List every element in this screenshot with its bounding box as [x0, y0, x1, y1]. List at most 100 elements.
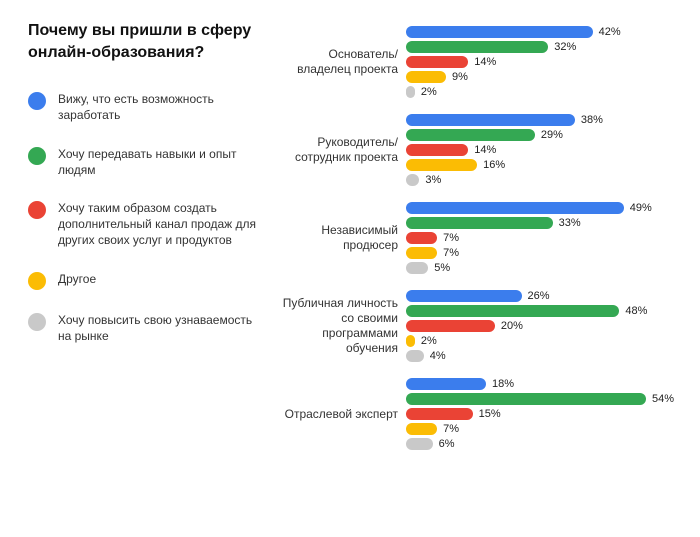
bars-container: 42% 32% 14% 9% 2%: [406, 24, 674, 100]
bar: [406, 86, 415, 98]
bar-value: 14%: [474, 56, 496, 68]
bar: [406, 159, 477, 171]
bar: [406, 114, 575, 126]
bar-value: 14%: [474, 144, 496, 156]
bar-row: 29%: [406, 128, 674, 142]
bar-row: 20%: [406, 319, 674, 333]
bar: [406, 247, 437, 259]
bar: [406, 56, 468, 68]
bar: [406, 393, 646, 405]
bar: [406, 144, 468, 156]
bar-row: 2%: [406, 85, 674, 99]
chart-container: Почему вы пришли в сферу онлайн-образова…: [28, 20, 672, 464]
group-label: Руководитель/ сотрудник проекта: [276, 135, 406, 165]
legend-label: Другое: [58, 271, 96, 287]
bar-row: 14%: [406, 55, 674, 69]
bar: [406, 290, 522, 302]
legend-dot-icon: [28, 92, 46, 110]
bar-row: 26%: [406, 289, 674, 303]
bar-row: 48%: [406, 304, 674, 318]
bar: [406, 232, 437, 244]
legend-dot-icon: [28, 201, 46, 219]
bar-row: 14%: [406, 143, 674, 157]
bar-row: 7%: [406, 246, 674, 260]
bar-value: 42%: [599, 26, 621, 38]
bar-row: 2%: [406, 334, 674, 348]
bar: [406, 350, 424, 362]
bar: [406, 408, 473, 420]
bar-row: 16%: [406, 158, 674, 172]
bar-row: 5%: [406, 261, 674, 275]
bar-row: 9%: [406, 70, 674, 84]
legend-column: Почему вы пришли в сферу онлайн-образова…: [28, 20, 268, 464]
legend-item: Другое: [28, 271, 268, 290]
legend-list: Вижу, что есть возможность заработать Хоч…: [28, 91, 268, 344]
bar-value: 9%: [452, 71, 468, 83]
bar-value: 29%: [541, 129, 563, 141]
bar-row: 38%: [406, 113, 674, 127]
bar-value: 15%: [479, 408, 501, 420]
legend-item: Хочу повысить свою узнаваемость на рынке: [28, 312, 268, 344]
bar-row: 32%: [406, 40, 674, 54]
bar-value: 48%: [625, 305, 647, 317]
bar-value: 6%: [439, 438, 455, 450]
bars-container: 38% 29% 14% 16% 3%: [406, 112, 674, 188]
bar-value: 2%: [421, 86, 437, 98]
bar-value: 18%: [492, 378, 514, 390]
bar-value: 16%: [483, 159, 505, 171]
bar: [406, 320, 495, 332]
bar-row: 6%: [406, 437, 674, 451]
bar: [406, 174, 419, 186]
bar: [406, 202, 624, 214]
bar: [406, 423, 437, 435]
bar: [406, 335, 415, 347]
bar-row: 33%: [406, 216, 674, 230]
group-label: Основатель/ владелец проекта: [276, 47, 406, 77]
bar-row: 4%: [406, 349, 674, 363]
bar: [406, 129, 535, 141]
legend-dot-icon: [28, 313, 46, 331]
bars-container: 18% 54% 15% 7% 6%: [406, 376, 674, 452]
bar-row: 42%: [406, 25, 674, 39]
bar-value: 7%: [443, 232, 459, 244]
bar: [406, 378, 486, 390]
group-label: Публичная личность со своими программами…: [276, 296, 406, 356]
legend-label: Хочу передавать навыки и опыт людям: [58, 146, 268, 178]
legend-label: Вижу, что есть возможность заработать: [58, 91, 268, 123]
bars-container: 26% 48% 20% 2% 4%: [406, 288, 674, 364]
bar-row: 7%: [406, 422, 674, 436]
bar-group: Основатель/ владелец проекта 42% 32% 14% 9% 2…: [276, 24, 674, 100]
bar-group: Независимый продюсер49%33%7%7%5%: [276, 200, 674, 276]
bar-value: 7%: [443, 423, 459, 435]
bar: [406, 41, 548, 53]
group-label: Отраслевой эксперт: [276, 407, 406, 422]
bar-value: 26%: [528, 290, 550, 302]
bars-column: Основатель/ владелец проекта 42% 32% 14% 9% 2…: [276, 20, 674, 464]
bar: [406, 71, 446, 83]
bar-row: 15%: [406, 407, 674, 421]
bar-group: Руководитель/ сотрудник проекта38% 29% 14%…: [276, 112, 674, 188]
chart-title: Почему вы пришли в сферу онлайн-образова…: [28, 20, 268, 63]
legend-label: Хочу повысить свою узнаваемость на рынке: [58, 312, 268, 344]
bar: [406, 262, 428, 274]
bar: [406, 305, 619, 317]
bar-value: 33%: [559, 217, 581, 229]
legend-dot-icon: [28, 147, 46, 165]
bar: [406, 26, 593, 38]
bar-value: 54%: [652, 393, 674, 405]
bar-row: 3%: [406, 173, 674, 187]
bar-value: 5%: [434, 262, 450, 274]
bar-value: 2%: [421, 335, 437, 347]
legend-item: Хочу таким образом создать дополнительны…: [28, 200, 268, 249]
legend-dot-icon: [28, 272, 46, 290]
bar: [406, 438, 433, 450]
bar-row: 7%: [406, 231, 674, 245]
bar-row: 54%: [406, 392, 674, 406]
bar-value: 32%: [554, 41, 576, 53]
bar-group: Публичная личность со своими программами…: [276, 288, 674, 364]
legend-item: Вижу, что есть возможность заработать: [28, 91, 268, 123]
bar-value: 7%: [443, 247, 459, 259]
bar-group: Отраслевой эксперт 18% 54% 15% 7% 6%: [276, 376, 674, 452]
legend-label: Хочу таким образом создать дополнительны…: [58, 200, 268, 249]
bars-container: 49%33%7%7%5%: [406, 200, 674, 276]
